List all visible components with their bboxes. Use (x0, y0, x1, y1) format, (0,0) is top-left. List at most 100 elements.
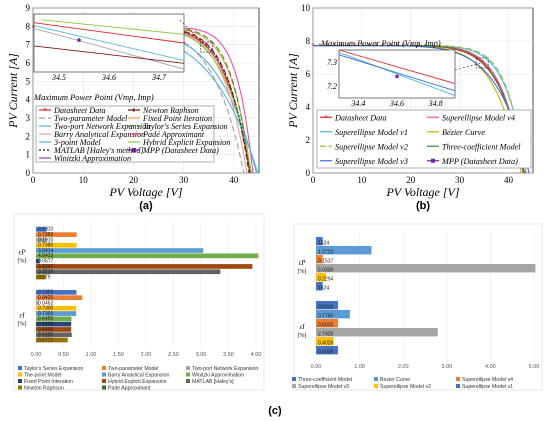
legend-swatch (374, 384, 378, 388)
legend-swatch (102, 372, 106, 377)
x-tick-label: 5.00 (529, 364, 540, 370)
inset-x-tick-label: 34.8 (428, 99, 443, 108)
bar-value-label: 0.7350 (38, 290, 54, 296)
datasheet-marker: * (473, 54, 477, 62)
bar (36, 258, 40, 264)
x-tick-label: 1.00 (86, 352, 97, 358)
group-label: εP (298, 259, 306, 267)
bar-value-label: 0.5771 (38, 337, 54, 343)
legend-marker (132, 148, 136, 152)
legend-label: Superellipse Model v1 (462, 384, 513, 390)
legend-label: Padé Approximant (142, 130, 205, 139)
legend-swatch (292, 377, 296, 381)
x-tick-label: 2.50 (168, 352, 179, 358)
datasheet-marker: * (311, 42, 315, 50)
y-tick-label: 6 (26, 58, 31, 68)
group-label: εI (299, 323, 305, 331)
bar-value-label: 0.7380 (38, 243, 54, 249)
legend-label: Superellipse Model v3 (335, 157, 408, 166)
x-tick-label: 0.00 (31, 352, 42, 358)
x-tick-label: 0.50 (58, 352, 69, 358)
datasheet-marker: * (494, 77, 498, 85)
legend-box (316, 109, 532, 169)
x-axis-label: PV Voltage [V] (108, 185, 182, 199)
x-tick-label: 40 (229, 175, 239, 185)
y-tick-label: 8 (26, 21, 31, 31)
x-tick-label: 3.00 (196, 352, 207, 358)
datasheet-marker: * (382, 42, 386, 50)
datasheet-marker: * (241, 131, 245, 139)
y-tick-label: 1 (26, 150, 31, 160)
x-tick-label: 0 (31, 175, 36, 185)
panel-b: 0 10 20 30 40 0 2 4 6 8 10 PV Voltage [V] PV Current… (286, 3, 534, 212)
panel-a: 0 10 20 30 40 0 1 2 3 4 5 6 7 8 9 PV Voltage [V] PV Curr… (6, 3, 260, 212)
x-tick-label: 3.50 (223, 352, 234, 358)
datasheet-marker: * (31, 24, 35, 32)
bar (316, 328, 438, 337)
datasheet-marker: * (325, 42, 329, 50)
datasheet-marker: * (417, 42, 421, 50)
legend-label: Bézier Curve (442, 128, 485, 137)
bar (36, 332, 72, 338)
legend-label: Superellipse Model v3 (298, 384, 349, 390)
bar-value-label: 0.0462 (38, 300, 54, 306)
legend-label: Two-parameter Model (54, 114, 128, 123)
datasheet-marker: * (501, 91, 505, 99)
legend-label: MATLAB [Haley's] (192, 379, 234, 385)
datasheet-marker: * (410, 42, 414, 50)
legend-swatch (292, 384, 296, 388)
y-tick-label: 9 (26, 3, 31, 13)
legend-label: Fixed Point Iteration (142, 114, 212, 123)
bar-value-label: 3.9347 (38, 264, 54, 270)
inset-x-tick-label: 34.6 (101, 73, 116, 82)
bar (36, 300, 39, 306)
bar-value-label: 0.4026 (318, 340, 334, 346)
bar-value-label: 0.7760 (318, 313, 334, 319)
inset-mpp-marker (395, 74, 399, 79)
legend-label: Barry Analytical Expansion (54, 130, 145, 139)
datasheet-marker: * (389, 42, 393, 50)
y-tick-label: 8 (306, 36, 311, 46)
bar (36, 337, 68, 343)
bar-value-label: 0.6450 (38, 316, 54, 322)
legend-box (35, 105, 215, 163)
x-tick-label: 40 (504, 175, 514, 185)
bar (316, 301, 338, 310)
legend-label: Barry Analytical Expansion (108, 373, 170, 379)
inset-series-line (33, 22, 185, 44)
datasheet-marker: * (403, 42, 407, 50)
datasheet-marker: * (368, 42, 372, 50)
datasheet-marker: * (212, 52, 216, 60)
bar (36, 253, 259, 259)
datasheet-marker: * (198, 37, 202, 45)
mpp-zoom-box (475, 57, 489, 69)
datasheet-marker: * (396, 42, 400, 50)
datasheet-marker: * (318, 42, 322, 50)
bar-value-label: 5.0330 (318, 267, 334, 273)
datasheet-marker: * (431, 43, 435, 51)
x-tick-label: 0 (311, 175, 316, 185)
legend-label: MPP (Datasheet Data) (441, 157, 518, 166)
legend-label: Taylor's Series Expansion (24, 366, 83, 372)
legend-label: Superellipse Model v2 (335, 142, 408, 151)
bar (36, 321, 72, 327)
datasheet-marker: * (480, 59, 484, 67)
legend-swatch (456, 377, 460, 381)
x-tick-label: 20 (129, 175, 139, 185)
bar (316, 337, 334, 346)
inset-series-line (338, 49, 456, 85)
legend-swatch (186, 372, 190, 377)
legend-label: MPP (Datasheet Data) (142, 146, 219, 155)
bar-value-label: 0.7300 (38, 306, 54, 312)
x-tick-label: 2.00 (141, 352, 152, 358)
bar-value-label: 0.5039 (318, 349, 334, 355)
mpp-zoom-box (200, 41, 214, 53)
inset-series-line (41, 19, 185, 35)
legend-label: Three-coefficient Model (298, 377, 352, 383)
inset-series-line (33, 25, 185, 61)
bar (316, 273, 327, 282)
x-tick-label: 30 (179, 175, 189, 185)
legend-swatch (186, 379, 190, 383)
group-unit: [%] (298, 333, 307, 339)
legend-label: Superellipse Model v4 (462, 377, 513, 383)
